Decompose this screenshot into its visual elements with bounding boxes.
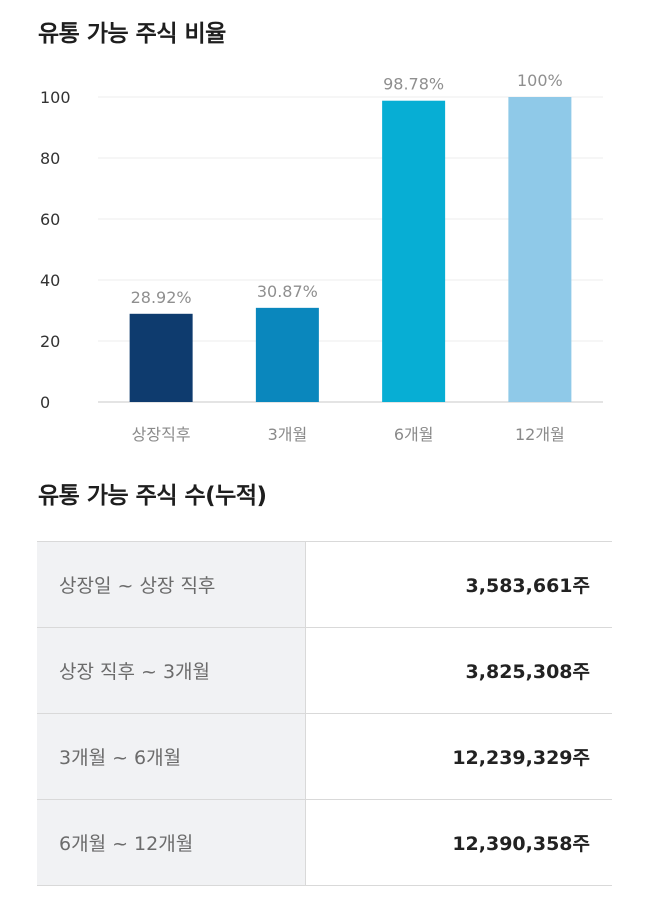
tradable-shares-table: 상장일 ~ 상장 직후 3,583,661주 상장 직후 ~ 3개월 3,825… [37,541,612,886]
x-category-label: 12개월 [515,425,565,444]
period-cell: 상장 직후 ~ 3개월 [37,627,306,714]
x-category-label: 6개월 [394,425,434,444]
period-cell: 상장일 ~ 상장 직후 [37,541,306,628]
y-tick-label: 60 [40,210,60,229]
data-label: 100% [517,71,563,90]
y-tick-label: 0 [40,393,50,412]
data-label: 30.87% [257,282,318,301]
bar-chart: 0 20 40 60 80 100 28.92% 상장직후 30.87% 3개월 98.78% 6개… [40,71,603,444]
y-tick-label: 20 [40,332,60,351]
bar [129,313,193,402]
bar [382,100,446,402]
x-category-label: 3개월 [268,425,308,444]
x-category-label: 상장직후 [132,425,191,444]
amount-cell: 3,583,661주 [305,541,612,628]
y-tick-label: 100 [40,88,71,107]
table-row: 6개월 ~ 12개월 12,390,358주 [37,799,612,886]
amount-cell: 12,239,329주 [305,713,612,800]
chart-title: 유통 가능 주식 비율 [38,21,226,47]
y-tick-label: 80 [40,149,60,168]
table-row: 상장 직후 ~ 3개월 3,825,308주 [37,627,612,714]
period-cell: 3개월 ~ 6개월 [37,713,306,800]
data-label: 28.92% [131,288,192,307]
table-row: 3개월 ~ 6개월 12,239,329주 [37,713,612,800]
table-row: 상장일 ~ 상장 직후 3,583,661주 [37,541,612,628]
amount-cell: 12,390,358주 [305,799,612,886]
bar [255,307,319,402]
data-label: 98.78% [383,75,444,94]
bar [508,97,572,402]
table-title: 유통 가능 주식 수(누적) [38,483,267,509]
period-cell: 6개월 ~ 12개월 [37,799,306,886]
y-tick-label: 40 [40,271,60,290]
amount-cell: 3,825,308주 [305,627,612,714]
